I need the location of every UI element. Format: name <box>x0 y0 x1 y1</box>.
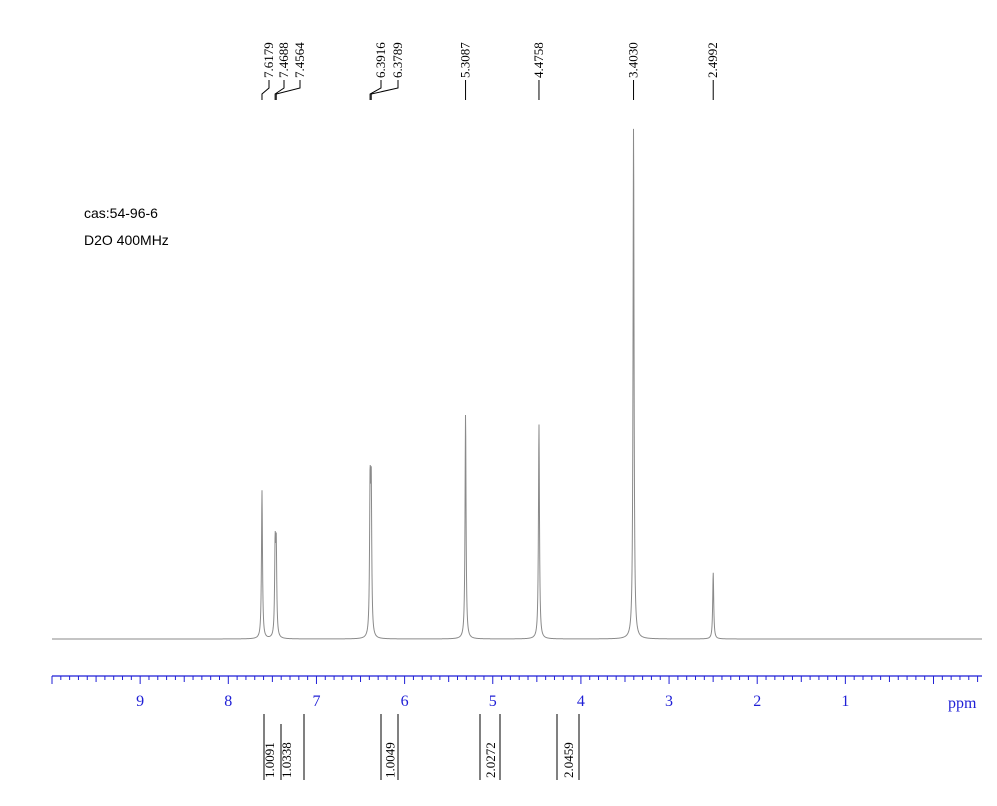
integral-value-label: 2.0459 <box>561 742 576 778</box>
axis-unit-label: ppm <box>948 695 977 712</box>
integral-value-label: 1.0091 <box>262 742 277 778</box>
sample-cas-label: cas:54-96-6 <box>84 205 158 221</box>
peak-shift-label: 6.3789 <box>390 42 405 78</box>
peak-connector <box>274 80 285 100</box>
integral-value-label: 2.0272 <box>483 742 498 778</box>
axis-tick-label: 2 <box>753 693 761 710</box>
axis-tick-label: 3 <box>665 693 673 710</box>
axis-tick-label: 4 <box>577 693 585 710</box>
integral-value-label: 1.0338 <box>279 742 294 778</box>
peak-connector <box>370 80 399 100</box>
peak-shift-label: 7.6179 <box>261 42 276 78</box>
peak-shift-label: 7.4564 <box>292 42 307 78</box>
peak-shift-label: 2.4992 <box>705 42 720 78</box>
axis-tick-label: 1 <box>841 693 849 710</box>
spectrum-trace <box>52 128 982 640</box>
peak-connector <box>369 80 382 100</box>
integral-layer: 1.0091 1.0338 1.0049 2.0272 2.0459 <box>262 714 580 780</box>
sample-conditions-label: D2O 400MHz <box>84 232 169 248</box>
peak-shift-label: 7.4688 <box>276 42 291 78</box>
ppm-axis: 9 8 7 6 5 4 3 2 1 ppm <box>51 675 982 712</box>
axis-tick-label: 7 <box>312 693 320 710</box>
axis-tick-label: 9 <box>136 693 144 710</box>
peak-connector <box>261 80 270 100</box>
peak-shift-label: 4.4758 <box>531 42 546 78</box>
peak-shift-label: 3.4030 <box>626 42 641 78</box>
peak-connector <box>275 80 301 100</box>
axis-tick-label: 8 <box>224 693 232 710</box>
integral-value-label: 1.0049 <box>383 742 398 778</box>
axis-tick-label: 6 <box>401 693 409 710</box>
peak-shift-label: 6.3916 <box>373 42 388 78</box>
axis-tick-label: 5 <box>489 693 497 710</box>
spectrum-layer <box>52 128 982 640</box>
peak-label-layer: 7.6179 7.4688 7.4564 6.3916 6.3789 5.3087 4.47… <box>261 42 720 100</box>
peak-shift-label: 5.3087 <box>458 42 473 78</box>
